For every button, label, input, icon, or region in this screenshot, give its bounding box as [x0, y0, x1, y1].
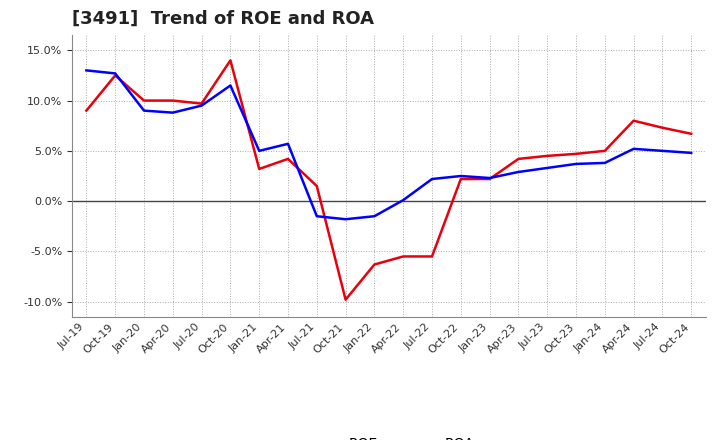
ROE	[687, 131, 696, 136]
ROE	[341, 297, 350, 302]
ROA	[456, 173, 465, 179]
ROA	[140, 108, 148, 113]
ROA	[312, 213, 321, 219]
ROE	[140, 98, 148, 103]
ROA	[197, 103, 206, 108]
ROA	[284, 141, 292, 147]
ROA	[341, 216, 350, 222]
ROA	[226, 83, 235, 88]
ROE	[111, 73, 120, 78]
ROE	[658, 125, 667, 130]
ROE	[485, 176, 494, 182]
ROE	[514, 156, 523, 161]
ROE	[370, 262, 379, 267]
ROE	[399, 254, 408, 259]
ROA	[687, 150, 696, 155]
ROA	[82, 68, 91, 73]
ROA	[428, 176, 436, 182]
ROA	[629, 146, 638, 151]
ROA	[600, 160, 609, 165]
ROE	[543, 153, 552, 158]
ROA	[399, 198, 408, 203]
ROA	[370, 213, 379, 219]
ROA	[658, 148, 667, 154]
ROE	[197, 101, 206, 106]
Text: [3491]  Trend of ROE and ROA: [3491] Trend of ROE and ROA	[72, 10, 374, 28]
ROE	[572, 151, 580, 157]
Line: ROE: ROE	[86, 60, 691, 300]
ROE	[312, 183, 321, 189]
Line: ROA: ROA	[86, 70, 691, 219]
ROE	[284, 156, 292, 161]
ROE	[456, 176, 465, 182]
ROE	[255, 166, 264, 172]
ROE	[600, 148, 609, 154]
Legend: ROE, ROA: ROE, ROA	[297, 431, 480, 440]
ROE	[168, 98, 177, 103]
ROA	[514, 169, 523, 175]
ROA	[168, 110, 177, 115]
ROE	[82, 108, 91, 113]
ROE	[226, 58, 235, 63]
ROE	[629, 118, 638, 123]
ROA	[255, 148, 264, 154]
ROA	[111, 71, 120, 76]
ROA	[543, 165, 552, 171]
ROA	[485, 176, 494, 181]
ROA	[572, 161, 580, 167]
ROE	[428, 254, 436, 259]
